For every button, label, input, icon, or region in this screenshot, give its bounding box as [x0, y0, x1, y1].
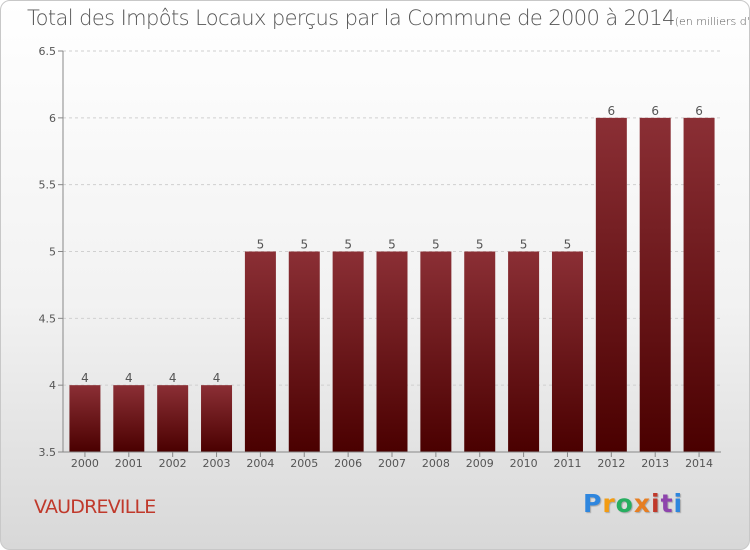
logo-letter: i: [673, 489, 684, 518]
bar-value-label: 4: [125, 371, 133, 385]
y-tick-label: 5.5: [39, 179, 57, 192]
x-tick-label: 2002: [159, 457, 187, 470]
bar: [69, 385, 101, 452]
x-tick-label: 2013: [641, 457, 669, 470]
x-tick-label: 2003: [203, 457, 231, 470]
logo-letter: i: [651, 489, 661, 518]
x-tick-label: 2010: [510, 457, 538, 470]
chart-title-text: Total des Impôts Locaux perçus par la Co…: [27, 6, 675, 30]
x-tick-label: 2007: [378, 457, 406, 470]
bar-value-label: 5: [344, 238, 352, 252]
bar-value-label: 5: [388, 238, 396, 252]
bar: [464, 251, 496, 452]
bar: [157, 385, 189, 452]
bar-value-label: 5: [520, 238, 528, 252]
x-tick-label: 2012: [597, 457, 625, 470]
x-tick-label: 2008: [422, 457, 450, 470]
x-tick-label: 2011: [553, 457, 581, 470]
logo-letter: t: [660, 489, 674, 518]
bar: [201, 385, 233, 452]
bar-value-label: 5: [432, 238, 440, 252]
y-tick-label: 6.5: [39, 45, 57, 58]
logo-letter: o: [615, 489, 634, 518]
x-tick-label: 2000: [71, 457, 99, 470]
bar-value-label: 5: [257, 238, 265, 252]
bar-value-label: 5: [300, 238, 308, 252]
bar: [376, 251, 408, 452]
bar: [683, 117, 715, 452]
bar: [113, 385, 145, 452]
bar: [639, 117, 671, 452]
chart-title: Total des Impôts Locaux perçus par la Co…: [27, 6, 750, 30]
bar-value-label: 6: [651, 104, 659, 118]
bar-value-label: 4: [169, 371, 177, 385]
bar: [288, 251, 320, 452]
logo-letter: r: [602, 489, 616, 518]
bar: [420, 251, 452, 452]
x-tick-label: 2006: [334, 457, 362, 470]
x-tick-label: 2005: [290, 457, 318, 470]
y-tick-label: 6: [49, 112, 56, 125]
bar: [332, 251, 364, 452]
bar-value-label: 6: [608, 104, 616, 118]
logo-letter: P: [583, 489, 603, 518]
bar: [508, 251, 540, 452]
bar-value-label: 4: [213, 371, 221, 385]
bar-value-label: 4: [81, 371, 89, 385]
y-tick-label: 3.5: [39, 446, 57, 459]
bar: [595, 117, 627, 452]
bar: [551, 251, 583, 452]
bar-value-label: 5: [476, 238, 484, 252]
x-tick-label: 2004: [246, 457, 274, 470]
x-tick-label: 2001: [115, 457, 143, 470]
y-tick-label: 5: [49, 246, 56, 259]
bar: [244, 251, 276, 452]
commune-name: VAUDREVILLE: [34, 496, 156, 518]
chart-title-unit: (en milliers d'€): [674, 15, 750, 28]
x-tick-label: 2014: [685, 457, 713, 470]
logo-letter: x: [633, 489, 651, 518]
bar-value-label: 5: [564, 238, 572, 252]
x-tick-label: 2009: [466, 457, 494, 470]
y-tick-label: 4.5: [39, 312, 57, 325]
proxiti-logo[interactable]: Proxiti: [583, 489, 683, 518]
bar-value-label: 6: [695, 104, 703, 118]
y-tick-label: 4: [49, 379, 56, 392]
